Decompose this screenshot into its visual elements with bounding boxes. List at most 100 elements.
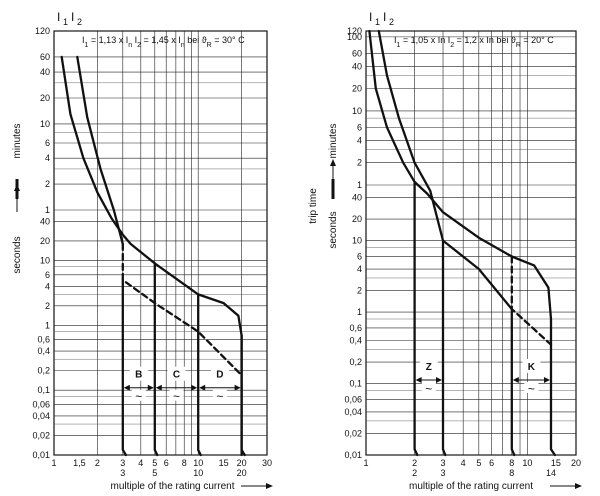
x-tick-label: 8 [182,458,187,468]
header-i2: I [383,10,386,24]
band-arrowhead-left [512,376,519,383]
x-tick-label: 2 [412,458,417,468]
y-tick-label-seconds: 0,6 [37,335,50,345]
band-arrowhead-right [191,384,198,391]
x-tick-label-second-row: 8 [509,468,514,478]
chart-panel-1: 12060402010642140201064210,60,40,20,10,0… [12,10,273,492]
y-axis-label-minutes: minutes [12,123,23,158]
y-tick-label-seconds: 6 [45,270,50,280]
y-tick-label-seconds: 0,06 [32,400,50,410]
y-tick-label-seconds: 0,1 [37,385,50,395]
y-tick-label-minutes: 10 [352,106,362,116]
series-i2-lower [76,55,124,246]
x-tick-label: 4 [461,458,466,468]
band-label-d: D [216,370,223,381]
x-axis-arrowhead [266,483,273,489]
y-tick-label-seconds: 10 [352,236,362,246]
y-tick-label-minutes: 6 [45,138,50,148]
series-c [153,262,159,457]
y-tick-label-seconds: 1 [357,307,362,317]
series-d [197,293,202,457]
x-tick-label: 4 [138,458,143,468]
x-tick-label-second-row: 14 [546,468,556,478]
formula-line: I1 = 1,13 x In I2 = 1,45 x In bei ϑR = 3… [82,35,245,49]
band-tilde: ~ [135,390,142,404]
y-tick-label-minutes: 4 [357,135,362,145]
series-i2-lower [377,29,516,457]
x-tick-label: 20 [237,458,247,468]
y-tick-label-seconds: 20 [40,236,50,246]
series-z-right [441,239,447,457]
band-tilde-bg [524,381,539,393]
band-arrowhead-left [415,376,422,383]
band-tilde-bg [169,389,184,401]
y-axis-label-minutes: minutes [328,123,339,158]
y-tick-label-seconds: 0,2 [37,366,50,376]
x-tick-label: 1 [51,458,56,468]
y-axis-label-seconds: seconds [12,236,23,273]
band-label-bg [210,366,229,381]
band-label-bg [129,366,148,381]
y-axis-label-trip-time: trip time [308,188,319,224]
x-tick-label: 1 [363,458,368,468]
y-tick-label-seconds: 40 [352,193,362,203]
y-tick-label-seconds: 0,06 [344,394,362,404]
series-lower-dashed [510,255,553,346]
y-tick-label-seconds: 0,02 [32,430,50,440]
y-tick-label-seconds: 0,1 [349,379,362,389]
band-arrowhead-left [155,384,162,391]
y-tick-label-seconds: 0,04 [32,411,50,421]
y-tick-label-seconds: 2 [45,301,50,311]
y-tick-label-seconds: 0,02 [344,428,362,438]
y-tick-label-seconds: 0,4 [349,336,362,346]
x-axis-label: multiple of the rating current [409,481,533,492]
y-tick-label-minutes: 6 [357,122,362,132]
x-tick-label: 3 [120,458,125,468]
y-tick-label-minutes: 20 [40,93,50,103]
band-label-bg [419,358,438,373]
y-tick-label-seconds: 40 [40,216,50,226]
band-tilde-bg [212,389,227,401]
x-tick-label: 30 [262,458,272,468]
y-tick-label-seconds: 2 [357,286,362,296]
band-tilde: ~ [173,390,180,404]
y-tick-label-minutes: 1 [357,180,362,190]
chart-panel-2: 12010060402010642140201064210,60,40,20,1… [308,10,582,492]
x-tick-label-second-row: 10 [193,468,203,478]
header-i2-sub: 2 [389,17,394,27]
header-i1-sub: 1 [63,17,68,27]
band-label-k: K [528,362,536,373]
y-tick-label-seconds: 6 [357,251,362,261]
band-arrowhead-right [543,376,550,383]
x-tick-label: 1,5 [73,458,86,468]
header-i1-sub: 1 [375,17,380,27]
x-tick-label: 10 [522,458,532,468]
y-tick-label-minutes: 40 [352,61,362,71]
header-i2: I [71,10,74,24]
y-tick-label-seconds: 0,01 [344,450,362,460]
x-tick-label: 15 [219,458,229,468]
x-tick-label: 15 [551,458,561,468]
band-label-b: B [135,370,142,381]
series-d-right [240,334,246,457]
x-tick-label: 8 [509,458,514,468]
series-i1-upper [368,29,557,457]
plot-frame [53,30,268,456]
y-tick-label-minutes: 20 [352,84,362,94]
x-tick-label-second-row: 3 [120,468,125,478]
y-tick-label-minutes: 60 [352,48,362,58]
header-i1: I [57,10,60,24]
series-i1-upper [60,55,243,457]
x-tick-label: 6 [164,458,169,468]
band-tilde: ~ [425,382,432,396]
y-tick-label-minutes: 120 [35,26,50,36]
y-tick-label-minutes: 100 [347,32,362,42]
band-arrowhead-left [199,384,206,391]
y-axis-arrowhead [14,184,20,191]
y-tick-label-minutes: 1 [45,205,50,215]
x-tick-label-second-row: 5 [152,468,157,478]
y-tick-label-seconds: 0,01 [32,450,50,460]
x-tick-label: 10 [193,458,203,468]
y-tick-label-minutes: 60 [40,52,50,62]
x-tick-label: 5 [152,458,157,468]
